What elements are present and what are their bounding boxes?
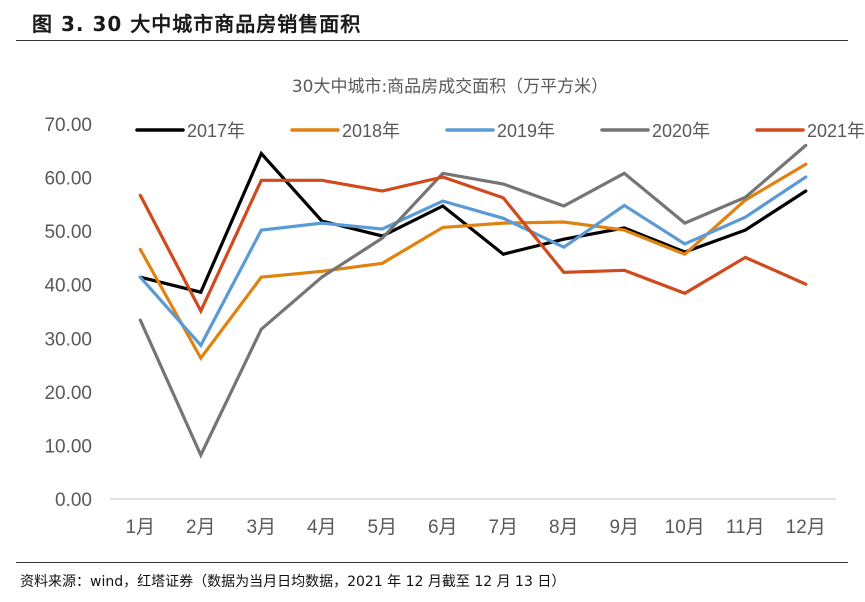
- legend-item: 2021年: [755, 121, 865, 141]
- legend-label: 2018年: [342, 121, 400, 141]
- x-tick-label: 6月: [428, 517, 458, 538]
- y-axis: 0.00 10.00 20.00 30.00 40.00 50.00 60.00 70.00: [44, 115, 92, 511]
- x-tick-label: 8月: [549, 517, 579, 538]
- series-line-2020: [138, 143, 808, 459]
- x-tick-label: 7月: [488, 517, 518, 538]
- legend-label: 2020年: [652, 121, 710, 141]
- top-divider: [16, 40, 848, 41]
- x-axis: 1月 2月 3月 4月 5月 6月 7月 8月 9月 10月 11月 12月: [125, 517, 825, 538]
- legend-label: 2019年: [497, 121, 555, 141]
- series-line-2017: [138, 150, 808, 295]
- figure-title: 图 3. 30 大中城市商品房销售面积: [32, 12, 362, 36]
- legend-item: 2020年: [600, 121, 710, 141]
- legend-item: 2017年: [135, 121, 245, 141]
- x-tick-label: 3月: [246, 517, 276, 538]
- y-tick-label: 20.00: [44, 383, 92, 404]
- x-tick-label: 4月: [307, 517, 337, 538]
- chart-title: 30大中城市:商品房成交面积（万平方米）: [292, 77, 608, 97]
- y-tick-label: 60.00: [44, 169, 92, 190]
- series-line-2019: [138, 175, 808, 349]
- legend-item: 2018年: [290, 121, 400, 141]
- y-tick-label: 50.00: [44, 222, 92, 243]
- source-note: 资料来源：wind，红塔证券（数据为当月日均数据，2021 年 12 月截至 1…: [20, 574, 566, 590]
- y-tick-label: 40.00: [44, 276, 92, 297]
- series-group: [138, 143, 808, 459]
- y-tick-label: 70.00: [44, 115, 92, 136]
- x-tick-label: 10月: [665, 517, 705, 538]
- x-tick-label: 5月: [367, 517, 397, 538]
- x-tick-label: 11月: [726, 517, 765, 538]
- x-tick-label: 12月: [786, 517, 826, 538]
- x-tick-label: 9月: [609, 517, 639, 538]
- legend-item: 2019年: [445, 121, 555, 141]
- x-tick-label: 2月: [186, 517, 216, 538]
- legend-label: 2017年: [187, 121, 245, 141]
- y-tick-label: 30.00: [44, 329, 92, 350]
- y-tick-label: 0.00: [55, 490, 92, 511]
- bottom-divider: [16, 562, 848, 563]
- series-line-2021: [138, 175, 808, 315]
- legend: 2017年 2018年 2019年 2020年 2021年: [135, 121, 865, 141]
- y-tick-label: 10.00: [44, 436, 92, 457]
- series-line-2018: [138, 162, 808, 362]
- x-tick-label: 1月: [125, 517, 155, 538]
- legend-label: 2021年: [807, 121, 865, 141]
